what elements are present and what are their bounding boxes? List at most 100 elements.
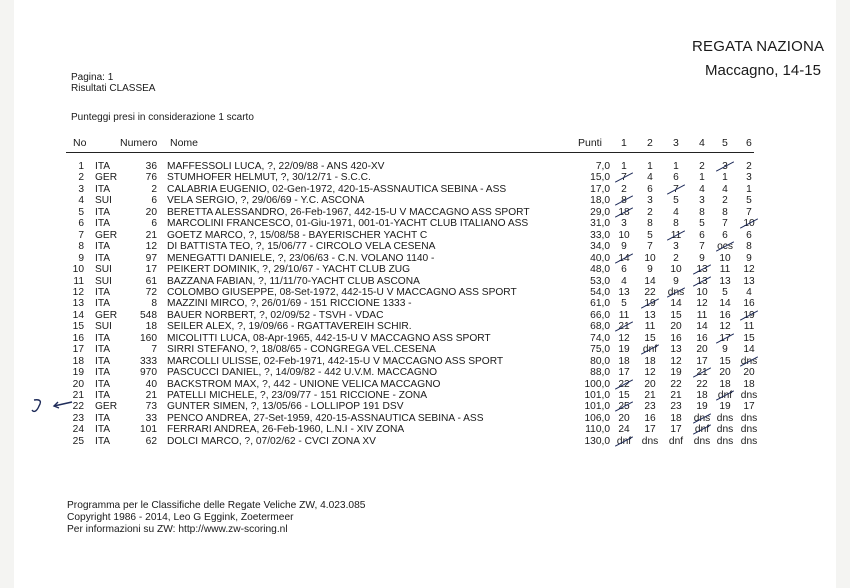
cell-race-2: 13 [644, 309, 656, 321]
cell-race-4: 20 [696, 344, 708, 356]
cell-race-3: 5 [673, 195, 679, 207]
table-row: 9 ITA 97 MENEGATTI DANIELE, ?, 23/06/63 - C… [0, 253, 850, 264]
cell-sail-number: 72 [145, 286, 157, 298]
cell-race-5: 19 [719, 401, 731, 413]
cell-position: 6 [78, 218, 84, 230]
cell-race-5: 12 [719, 321, 731, 333]
cell-race-3: 18 [670, 412, 682, 424]
cell-name: BAZZANA FABIAN, ?, 11/11/70-YACHT CLUB A… [167, 275, 420, 287]
page-number: Pagina: 1 [71, 72, 114, 83]
cell-name: DI BATTISTA TEO, ?, 15/06/77 - CIRCOLO V… [167, 241, 436, 253]
cell-race-4: 11 [696, 309, 708, 321]
table-row: 1 ITA 36 MAFFESSOLI LUCA, ?, 22/09/88 - ANS… [0, 161, 850, 172]
cell-race-3: 16 [670, 332, 682, 344]
cell-race-4: 13 [692, 276, 712, 287]
cell-race-1: 18 [618, 355, 630, 367]
footer-program: Programma per le Classifiche delle Regat… [67, 500, 366, 511]
col-header-race-2: 2 [647, 137, 653, 149]
cell-nation: SUI [95, 275, 112, 287]
cell-race-3: 23 [670, 401, 682, 413]
cell-sail-number: 20 [145, 206, 157, 218]
cell-race-4: 1 [699, 172, 705, 184]
cell-sail-number: 21 [145, 390, 157, 401]
cell-points: 88,0 [590, 367, 610, 379]
cell-race-6: 15 [743, 332, 755, 344]
cell-race-1: 24 [618, 424, 630, 436]
cell-nation: ITA [95, 378, 111, 390]
cell-sail-number: 101 [140, 424, 157, 436]
cell-position: 12 [72, 286, 84, 298]
cell-nation: ITA [95, 344, 111, 356]
cell-race-5: dns [716, 412, 734, 424]
cell-race-4: 13 [692, 264, 712, 275]
cell-position: 16 [72, 332, 84, 344]
cell-race-5: 7 [722, 218, 728, 230]
cell-race-5: 1 [722, 172, 728, 184]
cell-race-4: 17 [696, 355, 708, 367]
cell-position: 18 [72, 355, 84, 367]
table-row: 10 SUI 17 PEIKERT DOMINIK, ?, 29/10/67 - YA… [0, 264, 850, 275]
cell-race-6: dns [740, 435, 758, 447]
cell-race-6: 3 [746, 172, 752, 184]
cell-points: 54,0 [590, 286, 610, 298]
cell-race-3: 4 [673, 206, 679, 218]
cell-sail-number: 21 [145, 229, 157, 241]
cell-race-6: 2 [746, 161, 752, 172]
cell-points: 110,0 [585, 424, 610, 436]
cell-sail-number: 61 [145, 275, 157, 287]
cell-race-5: 5 [722, 286, 728, 298]
cell-race-2: 2 [647, 206, 653, 218]
cell-nation: ITA [95, 412, 111, 424]
cell-race-4: 12 [696, 298, 708, 310]
cell-points: 33,0 [590, 229, 610, 241]
cell-sail-number: 73 [145, 401, 157, 413]
table-row: 12 ITA 72 COLOMBO GIUSEPPE, 08-Set-1972, 44… [0, 287, 850, 298]
cell-sail-number: 97 [145, 252, 157, 264]
header-rule [66, 152, 754, 153]
cell-name: MICOLITTI LUCA, 08-Apr-1965, 442-15-U V … [167, 332, 491, 344]
col-header-numero: Numero [120, 137, 158, 149]
cell-position: 1 [78, 161, 84, 172]
cell-race-6: dns [740, 355, 758, 367]
cell-race-6: 5 [746, 195, 752, 207]
cell-name: STUMHOFER HELMUT, ?, 30/12/71 - S.C.C. [167, 172, 371, 184]
cell-race-1: 4 [621, 275, 627, 287]
cell-points: 48,0 [590, 264, 610, 276]
cell-nation: ITA [95, 286, 111, 298]
cell-race-5: 4 [722, 183, 728, 195]
cell-race-3: 3 [673, 241, 679, 253]
cell-race-5: ocs [715, 241, 735, 252]
cell-race-1: 17 [618, 367, 630, 379]
cell-race-5: dnf [715, 390, 735, 401]
cell-race-6: dns [740, 412, 758, 424]
col-header-race-4: 4 [699, 137, 705, 149]
cell-position: 5 [78, 206, 84, 218]
cell-sail-number: 12 [145, 241, 157, 253]
cell-position: 7 [78, 229, 84, 241]
table-row: 18 ITA 333 MARCOLLI ULISSE, 02-Feb-1971, 44… [0, 356, 850, 367]
cell-sail-number: 62 [145, 435, 157, 447]
cell-race-1: 5 [621, 298, 627, 310]
cell-race-6: 16 [743, 298, 755, 310]
cell-name: MARCOLINI FRANCESCO, 01-Giu-1971, 001-01… [167, 218, 529, 230]
cell-race-4: 19 [696, 401, 708, 413]
cell-race-1: 10 [618, 229, 630, 241]
cell-race-2: 21 [644, 390, 656, 401]
cell-race-6: 17 [743, 401, 755, 413]
cell-nation: ITA [95, 206, 111, 218]
event-place-date: Maccagno, 14-15 [705, 62, 821, 79]
cell-race-2: 8 [647, 218, 653, 230]
cell-race-4: 5 [699, 218, 705, 230]
cell-name: GUNTER SIMEN, ?, 13/05/66 - LOLLIPOP 191… [167, 401, 404, 413]
cell-race-2: 16 [644, 412, 656, 424]
cell-name: FERRARI ANDREA, 26-Feb-1960, L.N.I - XIV… [167, 424, 405, 436]
cell-sail-number: 160 [140, 332, 157, 344]
cell-race-6: 12 [743, 264, 755, 276]
cell-race-3: 8 [673, 218, 679, 230]
cell-name: VELA SERGIO, ?, 29/06/69 - Y.C. ASCONA [167, 195, 365, 207]
cell-position: 17 [72, 344, 84, 356]
cell-name: PENCO ANDREA, 27-Set-1959, 420-15-ASSNAU… [167, 412, 484, 424]
results-class: Risultati CLASSEA [71, 83, 156, 94]
cell-nation: ITA [95, 161, 111, 172]
table-row: 14 GER 548 BAUER NORBERT, ?, 02/09/52 - TSV… [0, 310, 850, 321]
